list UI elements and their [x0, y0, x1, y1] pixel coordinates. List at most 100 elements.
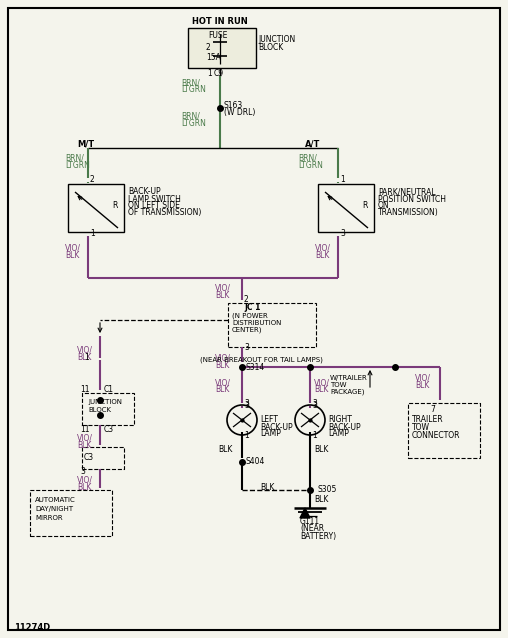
Text: VIO/: VIO/	[77, 475, 93, 484]
Text: DISTRIBUTION: DISTRIBUTION	[232, 320, 281, 326]
Text: TRANSMISSION): TRANSMISSION)	[378, 209, 439, 218]
Text: LEFT: LEFT	[260, 415, 278, 424]
Text: VIO/: VIO/	[65, 244, 81, 253]
Text: BACK-UP: BACK-UP	[328, 422, 361, 431]
Text: 1: 1	[312, 431, 317, 440]
Text: 1: 1	[244, 431, 249, 440]
Bar	[82, 393, 134, 425]
Text: 3: 3	[244, 401, 249, 410]
Text: BLK: BLK	[314, 445, 328, 454]
Text: 1: 1	[90, 228, 95, 237]
Text: S163: S163	[224, 101, 243, 110]
Text: JC 1: JC 1	[244, 304, 261, 313]
Text: 11: 11	[80, 385, 89, 394]
Text: S404: S404	[246, 457, 265, 466]
Text: 1: 1	[207, 68, 212, 77]
Text: PACKAGE): PACKAGE)	[330, 389, 365, 396]
Text: 11: 11	[80, 426, 89, 434]
Text: JUNCTION: JUNCTION	[88, 399, 122, 405]
Text: 3: 3	[312, 399, 317, 408]
Text: BLK: BLK	[77, 353, 91, 362]
Text: 3: 3	[244, 343, 249, 353]
Text: C3: C3	[104, 426, 114, 434]
Text: PARK/NEUTRAL: PARK/NEUTRAL	[378, 188, 436, 197]
Text: BRN/: BRN/	[181, 78, 200, 87]
Text: 3: 3	[340, 228, 345, 237]
Text: VIO/: VIO/	[315, 244, 331, 253]
Text: ON: ON	[378, 202, 390, 211]
Text: HOT IN RUN: HOT IN RUN	[192, 17, 248, 27]
Text: 11274D: 11274D	[14, 623, 50, 632]
Text: LTGRN: LTGRN	[181, 85, 206, 94]
Text: JUNCTION: JUNCTION	[258, 36, 295, 45]
Text: LTGRN: LTGRN	[65, 161, 90, 170]
Text: 1: 1	[84, 353, 89, 362]
Text: R: R	[362, 202, 367, 211]
Text: RIGHT: RIGHT	[328, 415, 352, 424]
Text: OF TRANSMISSION): OF TRANSMISSION)	[128, 209, 201, 218]
Text: VIO/: VIO/	[215, 378, 231, 387]
Text: VIO/: VIO/	[215, 283, 231, 292]
Text: 2: 2	[206, 43, 211, 52]
Text: BLK: BLK	[77, 440, 91, 450]
Text: (NEAR: (NEAR	[300, 524, 324, 533]
Text: BLOCK: BLOCK	[88, 407, 111, 413]
Text: BLK: BLK	[215, 360, 230, 369]
Text: 3: 3	[244, 399, 249, 408]
Text: BLK: BLK	[415, 380, 429, 390]
Text: BLK: BLK	[215, 385, 230, 394]
Text: C3: C3	[84, 452, 94, 461]
Text: CENTER): CENTER)	[232, 327, 263, 333]
Text: LAMP SWITCH: LAMP SWITCH	[128, 195, 181, 204]
Bar	[30, 490, 112, 536]
Bar	[318, 184, 374, 232]
Text: TOW: TOW	[412, 424, 430, 433]
Text: S314: S314	[246, 362, 265, 371]
Text: (W DRL): (W DRL)	[224, 108, 256, 117]
Text: 15A: 15A	[206, 54, 221, 63]
Text: BLK: BLK	[65, 251, 79, 260]
Text: C9: C9	[214, 68, 224, 77]
Text: W/TRAILER: W/TRAILER	[330, 375, 368, 381]
Text: CONNECTOR: CONNECTOR	[412, 431, 460, 440]
Text: VIO/: VIO/	[215, 353, 231, 362]
Text: 2: 2	[90, 175, 95, 184]
Text: BATTERY): BATTERY)	[300, 531, 336, 540]
Polygon shape	[300, 508, 310, 518]
Text: VIO/: VIO/	[415, 373, 431, 383]
Text: BLK: BLK	[260, 482, 274, 491]
Text: BLK: BLK	[314, 385, 328, 394]
Text: BLK: BLK	[315, 251, 329, 260]
Text: MIRROR: MIRROR	[35, 515, 62, 521]
Text: BLK: BLK	[77, 482, 91, 491]
Text: BACK-UP: BACK-UP	[260, 422, 293, 431]
Text: 1: 1	[340, 175, 345, 184]
Text: M/T: M/T	[77, 140, 94, 149]
Text: S305: S305	[318, 486, 337, 494]
Text: VIO/: VIO/	[77, 433, 93, 443]
Bar	[82, 447, 124, 469]
Text: LTGRN: LTGRN	[181, 119, 206, 128]
Text: R: R	[112, 202, 117, 211]
Text: BACK-UP: BACK-UP	[128, 188, 161, 197]
Text: G111: G111	[300, 517, 320, 526]
Bar	[68, 184, 124, 232]
Text: BRN/: BRN/	[181, 112, 200, 121]
Text: DAY/NIGHT: DAY/NIGHT	[35, 506, 73, 512]
Text: TOW: TOW	[330, 382, 346, 388]
Text: LTGRN: LTGRN	[298, 161, 323, 170]
Text: 3: 3	[312, 401, 317, 410]
Text: BLK: BLK	[218, 445, 232, 454]
Text: 2: 2	[244, 295, 249, 304]
Text: POSITION SWITCH: POSITION SWITCH	[378, 195, 446, 204]
Text: LAMP: LAMP	[260, 429, 281, 438]
Bar	[408, 403, 480, 458]
Text: AUTOMATIC: AUTOMATIC	[35, 497, 76, 503]
Text: 3: 3	[80, 468, 85, 477]
Text: 7: 7	[430, 406, 435, 415]
Text: VIO/: VIO/	[77, 346, 93, 355]
Text: BRN/: BRN/	[298, 154, 317, 163]
Text: LAMP: LAMP	[328, 429, 349, 438]
Text: VIO/: VIO/	[314, 378, 330, 387]
Text: FUSE: FUSE	[208, 31, 228, 40]
